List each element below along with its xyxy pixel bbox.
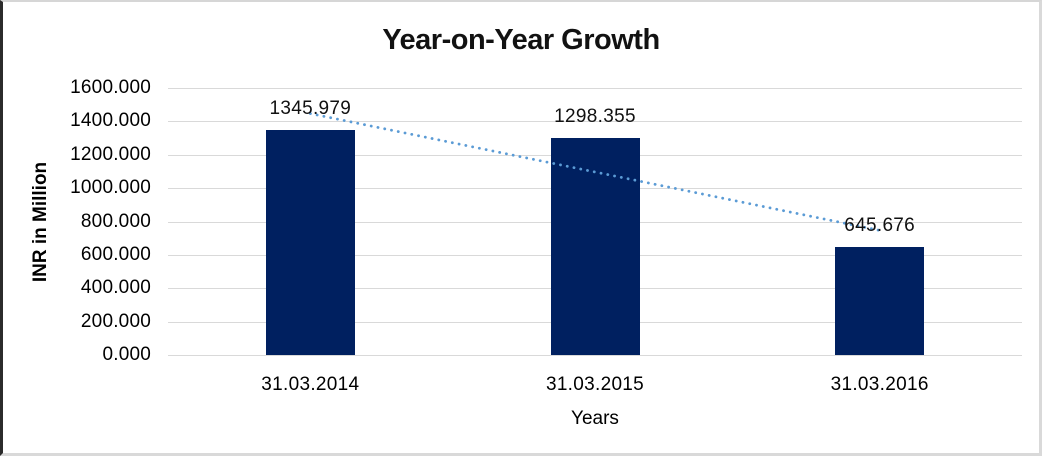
y-axis-tick-label: 200.000 <box>80 310 151 332</box>
bar-31.03.2016 <box>835 247 925 355</box>
bar-value-label: 1345.979 <box>269 98 352 120</box>
bar-value-label: 645.676 <box>844 215 916 237</box>
gridline <box>168 88 1022 89</box>
x-axis-tick-label: 31.03.2015 <box>545 374 645 395</box>
bar-31.03.2015 <box>550 138 640 355</box>
x-axis-tick-label: 31.03.2016 <box>830 374 929 395</box>
x-axis-title: Years <box>571 408 619 429</box>
y-axis-tick-label: 1000.000 <box>70 177 151 199</box>
y-axis-tick-label: 800.000 <box>80 210 151 232</box>
y-axis-tick-label: 400.000 <box>80 277 151 299</box>
y-axis-tick-label: 0.000 <box>102 344 151 365</box>
y-axis-tick-label: 1200.000 <box>70 143 151 165</box>
gridline <box>168 355 1022 356</box>
y-axis-tick-label: 600.000 <box>80 243 151 265</box>
bar-value-label: 1298.355 <box>554 106 636 128</box>
bar-31.03.2014 <box>265 130 355 355</box>
x-axis-tick-label: 31.03.2014 <box>261 374 360 395</box>
chart-title: Year-on-Year Growth <box>382 24 660 56</box>
y-axis-tick-label: 1400.000 <box>70 110 151 132</box>
y-axis-tick-label: 1600.000 <box>70 77 151 98</box>
